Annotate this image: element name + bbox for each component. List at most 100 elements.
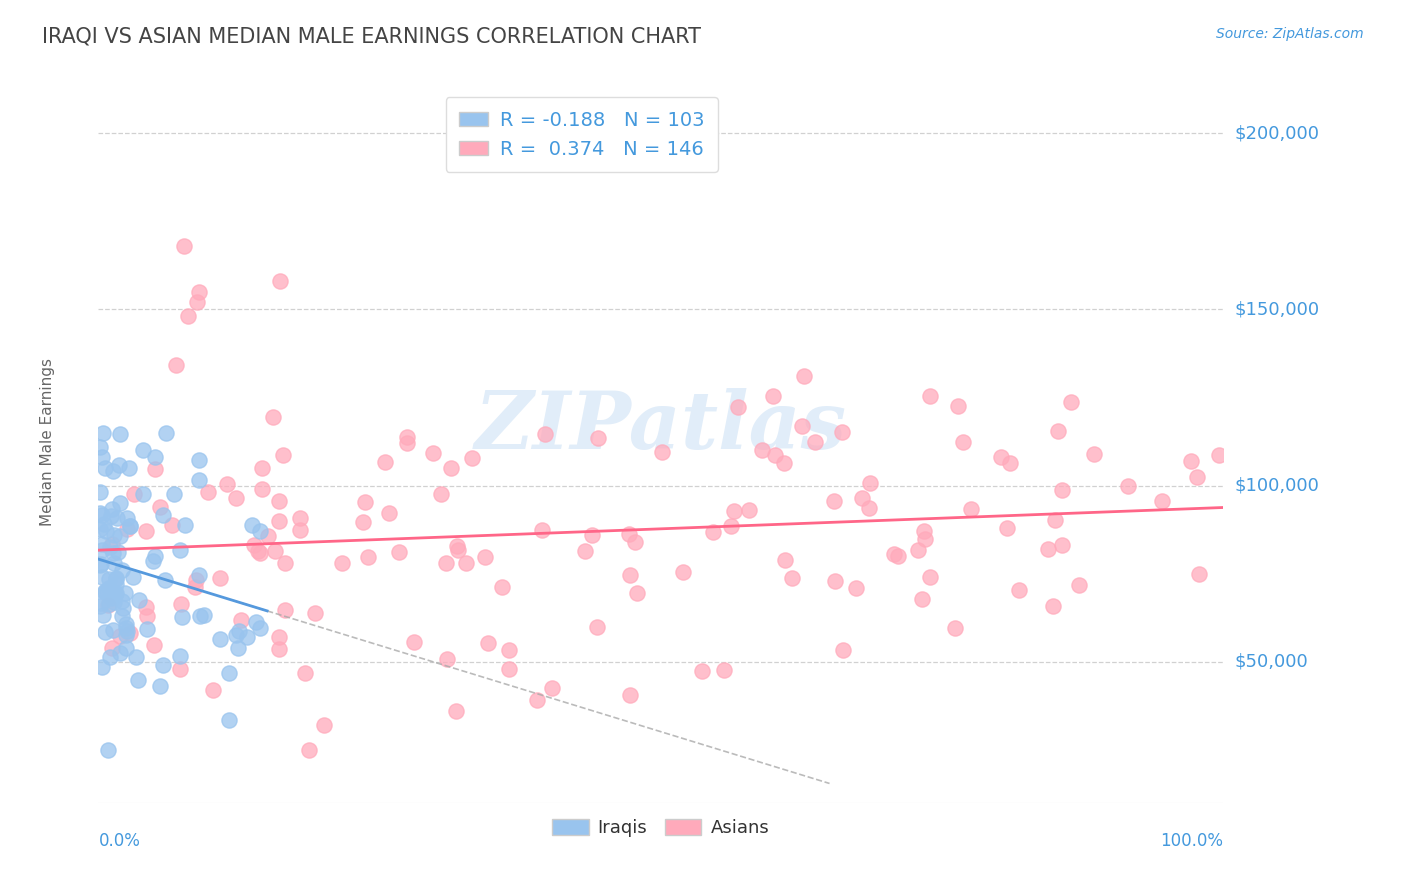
Point — [136, 609, 159, 624]
Point — [887, 549, 910, 564]
Point — [229, 613, 252, 627]
Point — [267, 642, 290, 657]
Point — [859, 475, 882, 490]
Point — [1047, 424, 1070, 438]
Point — [1083, 447, 1105, 461]
Point — [245, 615, 267, 629]
Point — [115, 522, 138, 536]
Point — [738, 502, 761, 516]
Text: 0.0%: 0.0% — [98, 831, 141, 850]
Point — [948, 399, 970, 413]
Point — [236, 631, 259, 645]
Point — [775, 553, 797, 567]
Point — [498, 643, 520, 657]
Point — [240, 517, 263, 532]
Point — [128, 593, 150, 607]
Point — [264, 544, 287, 558]
Point — [429, 487, 451, 501]
Point — [444, 704, 467, 718]
Point — [377, 506, 399, 520]
Point — [143, 462, 166, 476]
Point — [155, 425, 177, 440]
Point — [97, 581, 120, 595]
Point — [990, 450, 1012, 465]
Point — [396, 436, 419, 450]
Point — [374, 455, 396, 469]
Point — [173, 239, 195, 253]
Point — [727, 400, 749, 414]
Point — [1116, 479, 1139, 493]
Point — [143, 549, 166, 563]
Point — [257, 529, 280, 543]
Point — [132, 443, 155, 458]
Point — [288, 523, 311, 537]
Point — [831, 643, 853, 657]
Point — [127, 673, 149, 688]
Point — [148, 679, 170, 693]
Point — [115, 640, 138, 655]
Point — [446, 539, 468, 553]
Point — [619, 688, 641, 702]
Point — [434, 556, 457, 570]
Point — [122, 570, 145, 584]
Point — [89, 522, 111, 536]
Point — [312, 718, 335, 732]
Point — [115, 510, 138, 524]
Point — [118, 460, 141, 475]
Point — [114, 617, 136, 632]
Point — [90, 537, 112, 551]
Point — [197, 485, 219, 500]
Point — [186, 295, 208, 310]
Point — [115, 621, 138, 635]
Point — [101, 464, 124, 478]
Point — [474, 549, 496, 564]
Point — [357, 550, 380, 565]
Point — [94, 584, 117, 599]
Point — [93, 517, 115, 532]
Point — [249, 546, 271, 560]
Point — [352, 515, 374, 529]
Text: Source: ZipAtlas.com: Source: ZipAtlas.com — [1216, 27, 1364, 41]
Point — [143, 450, 166, 464]
Point — [108, 496, 131, 510]
Point — [1007, 583, 1029, 598]
Point — [103, 528, 125, 542]
Point — [242, 537, 264, 551]
Point — [252, 461, 274, 475]
Point — [294, 666, 316, 681]
Point — [94, 625, 117, 640]
Point — [651, 444, 673, 458]
Point — [531, 524, 554, 538]
Point — [793, 369, 815, 384]
Point — [111, 594, 134, 608]
Point — [90, 570, 112, 584]
Point — [851, 491, 873, 505]
Point — [619, 568, 641, 582]
Point — [1060, 395, 1083, 409]
Text: $100,000: $100,000 — [1234, 476, 1319, 494]
Point — [540, 681, 562, 695]
Point — [142, 554, 165, 568]
Point — [108, 458, 131, 472]
Point — [1050, 483, 1073, 498]
Point — [273, 556, 295, 570]
Point — [96, 524, 118, 539]
Point — [823, 494, 845, 508]
Point — [149, 500, 172, 515]
Point — [218, 665, 240, 680]
Point — [201, 682, 224, 697]
Point — [94, 461, 117, 475]
Point — [111, 609, 134, 624]
Point — [103, 556, 125, 570]
Point — [998, 457, 1021, 471]
Point — [447, 542, 470, 557]
Point — [101, 537, 124, 551]
Point — [143, 638, 166, 652]
Point — [209, 571, 232, 585]
Point — [762, 389, 785, 403]
Point — [188, 609, 211, 624]
Point — [98, 582, 121, 597]
Point — [101, 623, 124, 637]
Point — [477, 635, 499, 649]
Point — [98, 597, 121, 611]
